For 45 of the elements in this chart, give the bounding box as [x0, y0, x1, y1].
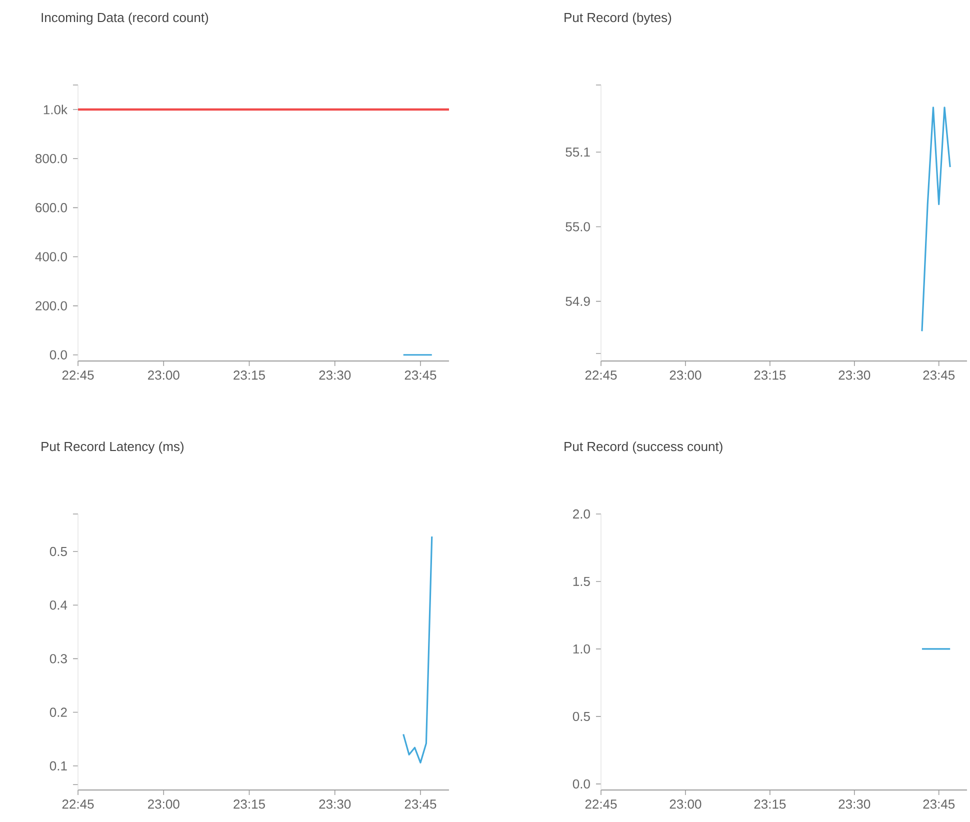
- y-tick-label: 2.0: [573, 509, 590, 519]
- y-tick-label: 600.0: [36, 203, 67, 212]
- chart-title: Put Record Latency (ms): [42, 442, 184, 454]
- x-tick-label: 23:00: [670, 800, 702, 809]
- y-tick-label: 0.4: [50, 600, 68, 610]
- y-tick-label: 0.2: [50, 708, 67, 717]
- y-tick-label: 0.0: [50, 350, 67, 360]
- y-tick-label: 0.3: [50, 654, 67, 664]
- x-tick-label: 22:45: [62, 370, 94, 380]
- x-tick-label: 23:15: [754, 800, 786, 809]
- y-tick-label: 55.1: [566, 148, 590, 157]
- y-tick-label: 0.1: [50, 761, 67, 770]
- y-tick-label: 54.9: [566, 296, 590, 306]
- x-tick-label: 23:30: [319, 370, 351, 380]
- x-tick-label: 23:00: [148, 370, 180, 380]
- y-tick-label: 800.0: [36, 154, 67, 164]
- x-tick-label: 22:45: [585, 370, 617, 380]
- x-tick-label: 23:30: [319, 800, 351, 809]
- y-tick-label: 55.0: [566, 222, 590, 232]
- x-tick-label: 23:30: [838, 800, 870, 809]
- line-series: [402, 536, 433, 764]
- y-tick-label: 400.0: [35, 252, 67, 262]
- y-tick-label: 0.5: [50, 546, 67, 556]
- x-tick-label: 22:45: [585, 800, 617, 809]
- chart-title: Incoming Data (record count): [42, 12, 208, 25]
- chart-title: Put Record (success count): [564, 442, 722, 454]
- y-tick-label: 1.0: [573, 644, 590, 654]
- line-series: [921, 106, 951, 332]
- y-tick-label: 0.0: [572, 779, 590, 789]
- y-tick-label: 1.0k: [44, 104, 68, 114]
- chart-title: Put Record (bytes): [564, 12, 672, 25]
- x-tick-label: 22:45: [62, 800, 94, 809]
- y-tick-label: 1.5: [573, 576, 590, 586]
- x-tick-label: 23:45: [404, 370, 436, 380]
- x-tick-label: 23:15: [234, 370, 265, 380]
- y-tick-label: 0.5: [572, 712, 590, 722]
- x-tick-label: 23:30: [838, 370, 870, 380]
- x-tick-label: 23:45: [923, 800, 955, 809]
- x-tick-label: 23:45: [404, 800, 436, 809]
- y-tick-label: 200.0: [36, 301, 67, 310]
- x-tick-label: 23:00: [148, 800, 180, 809]
- x-tick-label: 23:15: [754, 370, 786, 380]
- x-tick-label: 23:15: [234, 800, 265, 809]
- x-tick-label: 23:00: [670, 370, 702, 380]
- x-tick-label: 23:45: [923, 370, 955, 380]
